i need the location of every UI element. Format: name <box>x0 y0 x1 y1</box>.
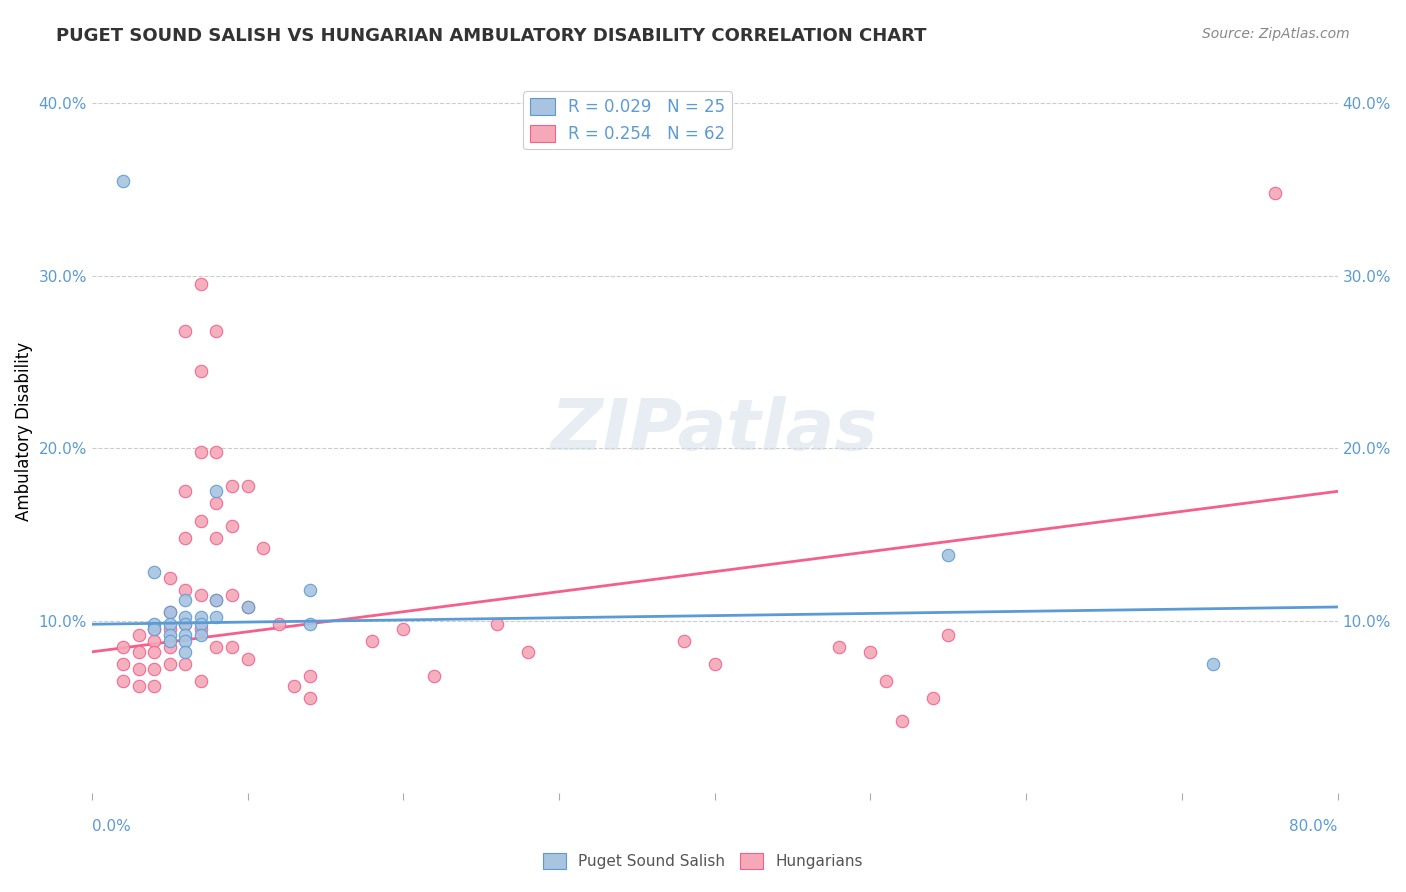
Point <box>128 627 150 641</box>
Point <box>267 617 290 632</box>
Point <box>283 679 305 693</box>
Point <box>938 627 960 641</box>
Point <box>190 610 212 624</box>
Point <box>190 617 212 632</box>
Point <box>174 324 197 338</box>
Point <box>205 496 228 510</box>
Point <box>221 479 243 493</box>
Point <box>174 627 197 641</box>
Point <box>205 444 228 458</box>
Text: 0.0%: 0.0% <box>91 819 131 834</box>
Point <box>159 617 181 632</box>
Point <box>703 657 725 671</box>
Point <box>298 669 321 683</box>
Point <box>128 662 150 676</box>
Point <box>143 634 166 648</box>
Point <box>159 605 181 619</box>
Point <box>890 714 912 728</box>
Point <box>221 588 243 602</box>
Point <box>112 640 135 654</box>
Text: ZIPatlas: ZIPatlas <box>551 396 879 466</box>
Point <box>143 645 166 659</box>
Point <box>190 277 212 292</box>
Point <box>174 484 197 499</box>
Point <box>298 691 321 706</box>
Point <box>205 593 228 607</box>
Point <box>875 674 897 689</box>
Point <box>143 623 166 637</box>
Point <box>159 634 181 648</box>
Text: 80.0%: 80.0% <box>1289 819 1337 834</box>
Point <box>221 640 243 654</box>
Point <box>205 324 228 338</box>
Point <box>672 634 695 648</box>
Point <box>205 640 228 654</box>
Point <box>143 623 166 637</box>
Point <box>828 640 851 654</box>
Point <box>128 679 150 693</box>
Point <box>174 531 197 545</box>
Point <box>112 657 135 671</box>
Point <box>859 645 882 659</box>
Point <box>190 674 212 689</box>
Point <box>485 617 508 632</box>
Point <box>159 605 181 619</box>
Point <box>298 582 321 597</box>
Y-axis label: Ambulatory Disability: Ambulatory Disability <box>15 342 32 521</box>
Point <box>174 593 197 607</box>
Point <box>190 363 212 377</box>
Point <box>159 657 181 671</box>
Point <box>252 541 274 556</box>
Point <box>423 669 446 683</box>
Point <box>236 652 259 666</box>
Point <box>112 174 135 188</box>
Point <box>143 566 166 580</box>
Point <box>174 610 197 624</box>
Point <box>190 444 212 458</box>
Point <box>174 617 197 632</box>
Point <box>190 623 212 637</box>
Point <box>921 691 943 706</box>
Text: Source: ZipAtlas.com: Source: ZipAtlas.com <box>1202 27 1350 41</box>
Point <box>361 634 384 648</box>
Point <box>159 627 181 641</box>
Point <box>143 617 166 632</box>
Point <box>159 623 181 637</box>
Point <box>190 588 212 602</box>
Point <box>221 519 243 533</box>
Point <box>174 617 197 632</box>
Point <box>174 657 197 671</box>
Point <box>159 640 181 654</box>
Point <box>205 531 228 545</box>
Point <box>205 610 228 624</box>
Point <box>516 645 538 659</box>
Point <box>190 627 212 641</box>
Point <box>205 593 228 607</box>
Legend: Puget Sound Salish, Hungarians: Puget Sound Salish, Hungarians <box>537 847 869 875</box>
Point <box>1202 657 1225 671</box>
Point <box>174 645 197 659</box>
Point <box>236 479 259 493</box>
Point <box>236 599 259 614</box>
Point <box>159 571 181 585</box>
Legend: R = 0.029   N = 25, R = 0.254   N = 62: R = 0.029 N = 25, R = 0.254 N = 62 <box>523 91 733 149</box>
Text: PUGET SOUND SALISH VS HUNGARIAN AMBULATORY DISABILITY CORRELATION CHART: PUGET SOUND SALISH VS HUNGARIAN AMBULATO… <box>56 27 927 45</box>
Point <box>298 617 321 632</box>
Point <box>174 634 197 648</box>
Point <box>205 484 228 499</box>
Point <box>236 599 259 614</box>
Point <box>174 582 197 597</box>
Point <box>190 514 212 528</box>
Point <box>128 645 150 659</box>
Point <box>938 548 960 562</box>
Point <box>112 674 135 689</box>
Point <box>1264 186 1286 200</box>
Point <box>392 623 415 637</box>
Point <box>143 662 166 676</box>
Point <box>143 679 166 693</box>
